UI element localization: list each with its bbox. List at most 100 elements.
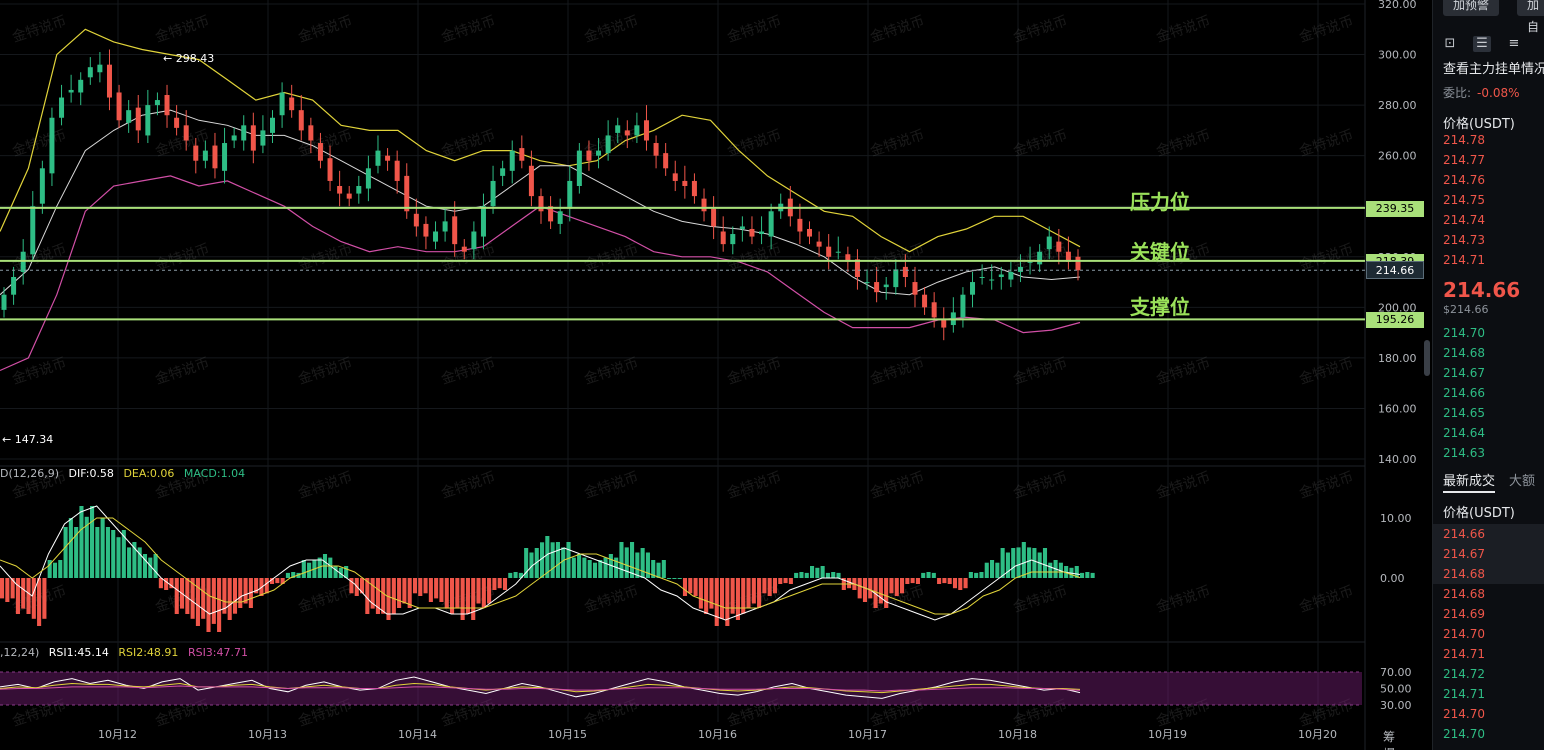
macd-histogram-bar	[799, 572, 804, 578]
macd-histogram-bar	[153, 554, 158, 578]
low-marker: ← 147.34	[2, 433, 54, 446]
tab-chips[interactable]: 筹	[1383, 730, 1396, 744]
candle-body	[404, 175, 410, 212]
candle-body	[749, 228, 755, 237]
candle-body	[893, 269, 899, 288]
bid-row[interactable]: 214.63	[1443, 446, 1485, 460]
rsi1-line	[0, 676, 1081, 699]
watermark-text: 金特说币	[582, 13, 640, 46]
candle-body	[634, 125, 640, 136]
book-both-icon[interactable]: ⊡	[1444, 36, 1456, 51]
macd-histogram-bar	[921, 572, 926, 578]
macd-histogram-bar	[84, 516, 89, 578]
tab-liquidation[interactable]: 爆	[1383, 747, 1395, 750]
candle-body	[739, 226, 745, 229]
watermark-text: 金特说币	[1011, 127, 1069, 160]
trade-row: 214.66	[1443, 527, 1485, 541]
rsi3-line	[0, 685, 1081, 692]
ask-row[interactable]: 214.78	[1443, 133, 1485, 147]
watermark-text: 金特说币	[296, 13, 354, 46]
watermark-text: 金特说币	[439, 127, 497, 160]
bid-row[interactable]: 214.66	[1443, 386, 1485, 400]
candle-body	[270, 117, 275, 133]
candle-body	[970, 282, 976, 295]
main-orders-link[interactable]: 查看主力挂单情况	[1443, 62, 1544, 77]
date-tick-label: 10月16	[698, 728, 737, 741]
candle-body	[538, 196, 544, 212]
add-favorite-button[interactable]: 加自	[1517, 0, 1544, 34]
ask-row[interactable]: 214.73	[1443, 233, 1485, 247]
tab-latest-trades[interactable]: 最新成交	[1443, 474, 1496, 493]
bid-row[interactable]: 214.65	[1443, 406, 1485, 420]
watermark-text: 金特说币	[10, 355, 68, 388]
candle-body	[164, 95, 170, 116]
candle-body	[643, 120, 649, 141]
date-tick-label: 10月12	[98, 728, 137, 741]
macd-histogram-bar	[264, 578, 269, 594]
macd-histogram-bar	[375, 578, 380, 614]
macd-histogram-bar	[397, 578, 402, 608]
macd-histogram-bar	[979, 572, 984, 578]
watermark-text: 金特说币	[1297, 241, 1355, 274]
candle-body	[87, 67, 93, 78]
chart-area[interactable]: 金特说币 金特说币 金特说币 金特说币 金特说币 金特说币 金特说币 金特说币 金特说币 金特说币…	[0, 0, 1425, 750]
macd-histogram-bar	[661, 560, 666, 578]
ask-row[interactable]: 214.75	[1443, 193, 1485, 207]
ask-row[interactable]: 214.77	[1443, 153, 1485, 167]
macd-histogram-bar	[111, 530, 116, 578]
candle-body	[106, 64, 112, 98]
trade-row: 214.70	[1443, 727, 1485, 741]
macd-histogram-bar	[1011, 548, 1016, 578]
candle-body	[519, 148, 525, 161]
macd-histogram-bar	[555, 542, 560, 578]
bid-row[interactable]: 214.70	[1443, 326, 1485, 340]
macd-histogram-bar	[847, 578, 852, 589]
candle-body	[1017, 266, 1023, 272]
macd-histogram-bar	[677, 578, 682, 579]
watermark-text: 金特说币	[1297, 13, 1355, 46]
add-alert-button[interactable]: 加预警	[1443, 0, 1500, 16]
macd-histogram-bar	[502, 578, 508, 590]
watermark-text: 金特说币	[1011, 583, 1069, 616]
price-tick-label: 180.00	[1378, 352, 1417, 365]
book-bids-icon[interactable]: ≡	[1508, 36, 1520, 51]
macd-histogram-bar	[142, 554, 148, 578]
macd-histogram-bar	[206, 578, 211, 632]
watermark-text: 金特说币	[868, 13, 926, 46]
macd-histogram-bar	[873, 578, 878, 608]
candle-body	[998, 274, 1004, 277]
macd-histogram-bar	[444, 578, 449, 609]
candle-body	[308, 125, 314, 141]
panel-resize-handle[interactable]	[1424, 340, 1430, 376]
candle-body	[768, 211, 774, 237]
candle-body	[557, 211, 563, 224]
candle-body	[78, 79, 84, 93]
macd-histogram-bar	[174, 578, 179, 614]
macd-histogram-bar	[121, 530, 126, 578]
macd-histogram-bar	[476, 578, 481, 604]
macd-histogram-bar	[926, 572, 931, 578]
watermark-text: 金特说币	[1154, 355, 1212, 388]
ask-row[interactable]: 214.71	[1443, 253, 1485, 267]
candle-body	[807, 228, 812, 237]
macd-histogram-bar	[42, 578, 47, 619]
candle-body	[346, 193, 352, 199]
macd-histogram-bar	[672, 578, 677, 579]
bid-row[interactable]: 214.68	[1443, 346, 1485, 360]
bid-row[interactable]: 214.67	[1443, 366, 1485, 380]
bid-row[interactable]: 214.64	[1443, 426, 1485, 440]
ask-row[interactable]: 214.74	[1443, 213, 1485, 227]
ask-row[interactable]: 214.76	[1443, 173, 1485, 187]
macd-histogram-bar	[190, 578, 195, 619]
candle-body	[711, 208, 717, 227]
book-asks-icon[interactable]: ☰	[1473, 36, 1491, 52]
candle-body	[154, 100, 160, 106]
rsi-tick-label: 50.00	[1380, 683, 1412, 696]
candle-body	[1027, 261, 1033, 263]
macd-histogram-bar	[280, 578, 285, 584]
tab-large-trades[interactable]: 大额	[1509, 474, 1536, 489]
watermark-text: 金特说币	[439, 469, 497, 502]
candlestick-chart[interactable]: 金特说币 金特说币 金特说币 金特说币 金特说币 金特说币 金特说币 金特说币 金特说币 金特说币…	[0, 0, 1425, 750]
macd-histogram-bar	[31, 578, 36, 619]
price-tick-label: 140.00	[1378, 453, 1417, 466]
